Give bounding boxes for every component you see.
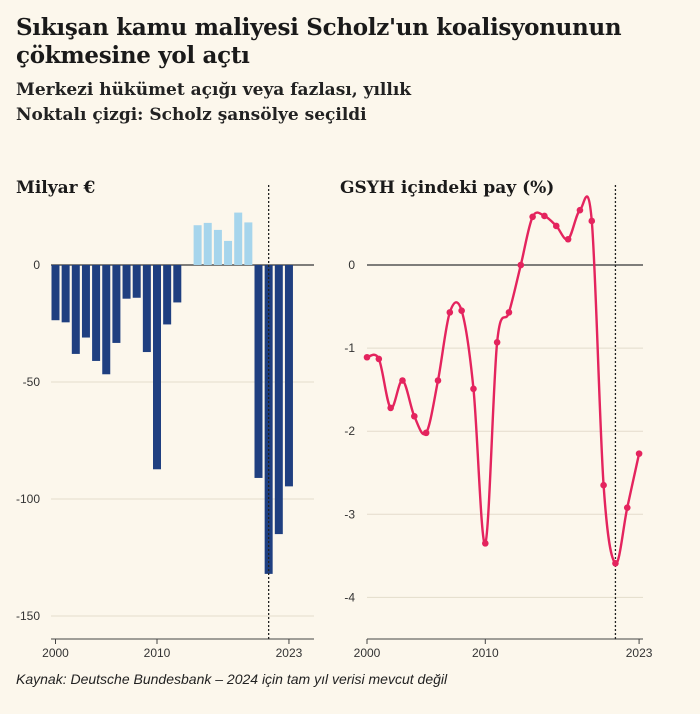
point-2019 xyxy=(588,217,596,225)
point-2003 xyxy=(399,377,406,384)
source-note: Kaynak: Deutsche Bundesbank – 2024 için … xyxy=(16,671,448,687)
point-2021 xyxy=(612,560,619,567)
point-2011 xyxy=(493,338,501,346)
gdp-share-line xyxy=(366,195,641,565)
y-tick-label: -150 xyxy=(16,609,40,623)
bar-2018 xyxy=(234,212,243,265)
bar-2009 xyxy=(142,265,151,353)
point-2001 xyxy=(375,355,383,363)
point-2017 xyxy=(564,235,572,243)
bar-2000 xyxy=(51,265,60,321)
x-tick-label: 2000 xyxy=(42,646,69,660)
y-tick-label: -2 xyxy=(344,424,355,438)
point-2012 xyxy=(505,309,513,316)
bar-2022 xyxy=(274,265,283,535)
chart-subtitle: Merkezi hükümet açığı veya fazlası, yıll… xyxy=(16,80,412,100)
x-tick-label: 2023 xyxy=(276,646,303,660)
bar-2015 xyxy=(203,222,212,265)
bar-2010 xyxy=(153,265,161,470)
right-panel-title: GSYH içindeki pay (%) xyxy=(340,178,554,198)
point-2005 xyxy=(422,429,430,437)
bar-2023 xyxy=(284,265,293,487)
x-tick-label: 2010 xyxy=(144,646,171,660)
point-2020 xyxy=(600,481,607,489)
chart-title: Sıkışan kamu maliyesi Scholz'un koalisyo… xyxy=(16,14,622,69)
bar-chart: 0 -50 -100 -150 2000 2010 2023 xyxy=(16,185,314,660)
bar-2021 xyxy=(264,265,273,574)
x-tick-label: 2023 xyxy=(626,646,653,660)
point-2008 xyxy=(458,307,465,315)
bar-2014 xyxy=(193,225,202,265)
left-panel-title: Milyar € xyxy=(16,178,96,198)
bar-2006 xyxy=(112,265,121,343)
bar-2020 xyxy=(254,265,263,478)
point-2016 xyxy=(552,222,560,230)
y-tick-label: -3 xyxy=(344,507,355,521)
point-2009 xyxy=(470,385,477,393)
point-2023 xyxy=(635,450,643,457)
point-2018 xyxy=(576,206,584,214)
bar-2007 xyxy=(122,265,131,299)
y-tick-label: -100 xyxy=(16,492,40,506)
point-2010 xyxy=(482,540,489,547)
point-2004 xyxy=(411,412,418,420)
y-tick-label: -4 xyxy=(344,590,355,604)
bar-2005 xyxy=(102,265,111,375)
bar-2012 xyxy=(173,265,182,303)
bar-2004 xyxy=(92,265,101,361)
y-tick-label: -50 xyxy=(23,375,41,389)
point-2000 xyxy=(363,353,371,361)
bar-2016 xyxy=(213,229,222,265)
y-tick-label: -1 xyxy=(344,341,355,355)
x-tick-label: 2000 xyxy=(354,646,381,660)
bar-2011 xyxy=(163,265,172,325)
bar-2001 xyxy=(61,265,70,323)
y-tick-label: 0 xyxy=(33,258,40,272)
chart-note: Noktalı çizgi: Scholz şansölye seçildi xyxy=(16,105,367,125)
point-2014 xyxy=(529,213,536,221)
bar-2002 xyxy=(71,265,80,354)
point-2015 xyxy=(541,212,548,220)
bar-2003 xyxy=(81,265,90,338)
bar-2008 xyxy=(132,265,141,298)
line-chart: 0 -1 -2 -3 -4 2000 2010 2023 xyxy=(344,185,653,660)
bar-2017 xyxy=(224,240,233,265)
y-tick-label: 0 xyxy=(348,258,355,272)
point-2006 xyxy=(434,377,442,384)
point-2013 xyxy=(517,261,525,269)
point-2022 xyxy=(623,504,631,511)
x-tick-label: 2010 xyxy=(472,646,499,660)
bar-2019 xyxy=(244,222,253,265)
point-2007 xyxy=(446,309,454,316)
point-2002 xyxy=(387,404,394,412)
